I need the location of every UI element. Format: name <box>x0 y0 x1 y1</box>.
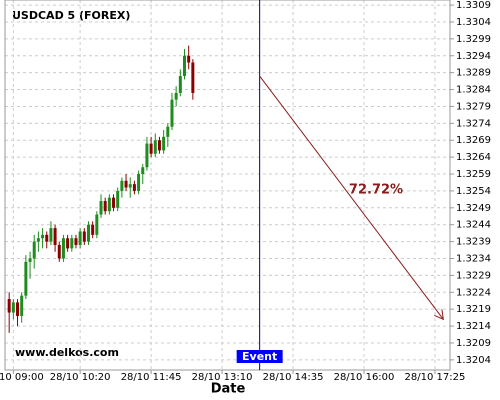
candle-body <box>174 92 178 100</box>
y-tick-label: 1.3219 <box>456 304 491 315</box>
candle-body <box>66 238 70 249</box>
x-tick-label: 28/10 17:25 <box>405 372 466 383</box>
x-tick-label: 28/10 14:35 <box>263 372 324 383</box>
x-tick-label: 28/10 16:00 <box>334 372 395 383</box>
y-tick-label: 1.3309 <box>456 0 491 11</box>
candle-body <box>24 261 28 296</box>
plot-frame <box>4 0 451 371</box>
candle-body <box>99 201 103 215</box>
y-tick-label: 1.3269 <box>456 135 491 146</box>
event-box <box>236 350 283 363</box>
candle-body <box>95 214 99 235</box>
candle-body <box>170 99 174 127</box>
candle-body <box>57 244 61 259</box>
candle-body <box>116 190 120 208</box>
event-label: Event <box>242 350 277 363</box>
y-tick-label: 1.3289 <box>456 68 491 79</box>
candle-body <box>191 62 195 93</box>
candle-body <box>41 234 45 239</box>
candle-body <box>166 126 170 137</box>
candle-body <box>82 231 86 242</box>
candle-body <box>45 234 49 242</box>
candle-body <box>157 140 161 151</box>
y-tick-label: 1.3234 <box>456 253 491 264</box>
y-tick-label: 1.3264 <box>456 152 491 163</box>
candle-body <box>28 258 32 262</box>
candle-body <box>153 140 157 154</box>
y-tick-label: 1.3214 <box>456 321 491 332</box>
x-axis-label: Date <box>211 382 246 397</box>
y-tick-label: 1.3294 <box>456 51 491 62</box>
candle-body <box>120 180 124 191</box>
x-tick-label: 10 09:00 <box>0 372 44 383</box>
x-tick-label: 28/10 13:10 <box>192 372 253 383</box>
candle-body <box>149 143 153 154</box>
y-tick-label: 1.3274 <box>456 118 491 129</box>
candle-body <box>112 197 116 208</box>
candle-body <box>20 295 24 316</box>
candle-body <box>103 201 107 212</box>
candle-body <box>132 184 136 191</box>
x-tick-label: 28/10 10:20 <box>50 372 111 383</box>
y-tick-label: 1.3254 <box>456 186 491 197</box>
candle-body <box>187 55 191 63</box>
prediction-arrow <box>259 75 444 319</box>
candle-body <box>61 238 65 259</box>
candle-body <box>86 224 90 242</box>
candle-body <box>178 76 182 93</box>
prediction-label: 72.72% <box>349 183 403 198</box>
y-tick-label: 1.3259 <box>456 169 491 180</box>
candle-body <box>53 228 57 245</box>
chart-title: USDCAD 5 (FOREX) <box>12 9 130 22</box>
candle-body <box>36 238 40 242</box>
candle-body <box>7 299 11 313</box>
candle-body <box>78 231 82 245</box>
x-tick-label: 28/10 11:45 <box>121 372 182 383</box>
candle-body <box>11 302 15 313</box>
y-tick-label: 1.3304 <box>456 17 491 28</box>
candle-body <box>145 143 149 168</box>
candle-body <box>107 197 111 212</box>
candle-body <box>49 228 53 242</box>
candle-body <box>74 238 78 245</box>
candle-body <box>141 167 145 175</box>
y-tick-label: 1.3204 <box>456 355 491 366</box>
candle-body <box>70 238 74 249</box>
candle-body <box>137 174 141 191</box>
y-tick-label: 1.3284 <box>456 85 491 96</box>
watermark: www.delkos.com <box>15 346 119 359</box>
candle-body <box>91 224 95 235</box>
y-tick-label: 1.3279 <box>456 101 491 112</box>
candle-body <box>128 184 132 188</box>
candle-body <box>16 302 20 316</box>
y-tick-label: 1.3224 <box>456 287 491 298</box>
candle-body <box>124 180 128 188</box>
y-tick-label: 1.3229 <box>456 270 491 281</box>
y-tick-label: 1.3299 <box>456 34 491 45</box>
candle-body <box>183 55 187 77</box>
candle-body <box>32 241 36 259</box>
y-tick-label: 1.3244 <box>456 220 491 231</box>
y-tick-label: 1.3239 <box>456 237 491 248</box>
candle-body <box>162 136 166 151</box>
y-tick-label: 1.3209 <box>456 338 491 349</box>
y-tick-label: 1.3249 <box>456 203 491 214</box>
